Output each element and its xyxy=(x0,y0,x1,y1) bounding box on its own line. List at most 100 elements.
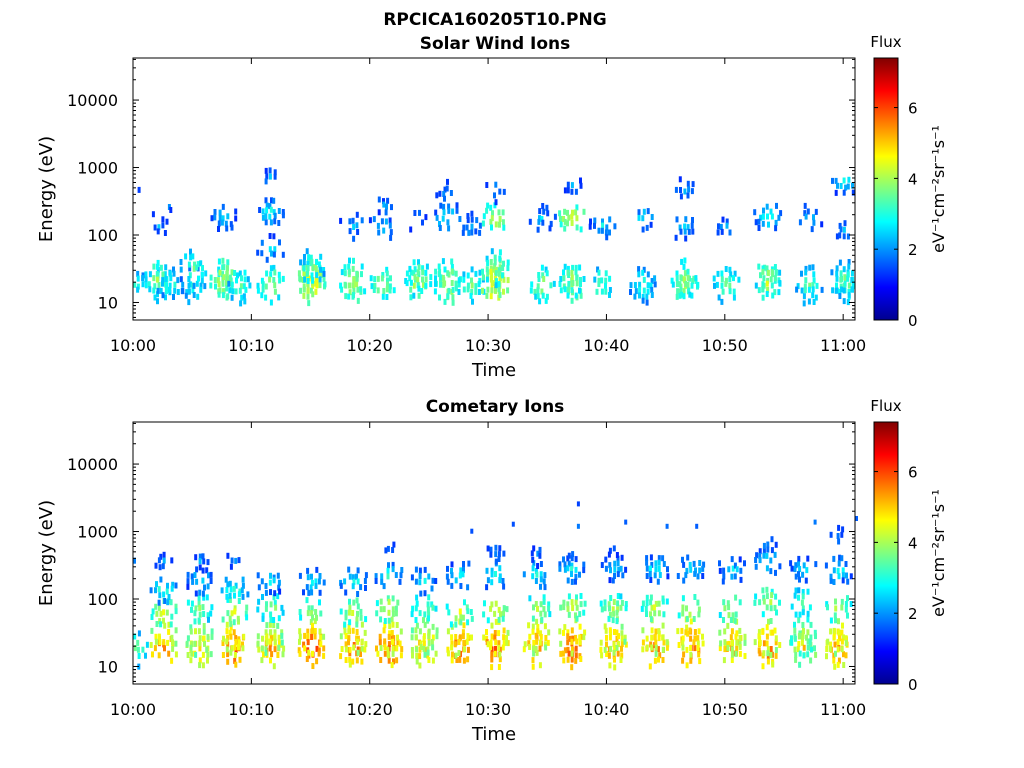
data-cell xyxy=(446,650,450,657)
data-cell xyxy=(650,561,654,568)
data-cell xyxy=(805,634,808,641)
data-cell xyxy=(832,579,836,585)
data-cell xyxy=(775,202,778,209)
data-cell xyxy=(844,601,848,607)
data-cell xyxy=(541,203,545,209)
data-cell xyxy=(539,610,543,617)
data-cell xyxy=(190,650,194,657)
data-cell xyxy=(574,566,578,573)
data-cell xyxy=(844,606,848,613)
data-cell xyxy=(616,555,620,562)
y-tick-label: 1000 xyxy=(77,523,118,542)
data-cell xyxy=(169,621,173,628)
data-cell xyxy=(355,573,358,580)
data-cell xyxy=(454,615,458,622)
data-cell xyxy=(717,294,721,301)
data-cell xyxy=(611,617,615,624)
data-cell xyxy=(608,634,612,641)
data-cell xyxy=(273,218,277,225)
data-cell xyxy=(415,646,419,653)
data-cell xyxy=(340,286,344,293)
data-cell xyxy=(486,577,490,584)
x-tick-label: 10:40 xyxy=(583,700,629,719)
data-cell xyxy=(229,633,233,640)
data-cell xyxy=(225,285,229,292)
data-cell xyxy=(429,281,433,288)
data-cell xyxy=(356,603,360,610)
data-cell xyxy=(364,616,368,623)
data-cell xyxy=(221,271,224,278)
data-cell xyxy=(174,651,178,658)
data-cell xyxy=(542,208,546,215)
data-cell xyxy=(501,209,505,216)
data-cell xyxy=(820,286,824,293)
data-cell xyxy=(846,271,850,278)
data-cell xyxy=(593,276,597,283)
data-cell xyxy=(388,222,392,229)
data-cell xyxy=(733,617,737,624)
data-cell xyxy=(364,572,368,579)
data-cell xyxy=(426,606,430,613)
data-cell xyxy=(493,263,497,270)
data-cell xyxy=(388,630,392,637)
data-cell xyxy=(531,657,535,664)
data-point xyxy=(813,519,817,525)
data-cell xyxy=(497,630,501,637)
data-cell xyxy=(759,272,762,279)
data-cell xyxy=(193,572,197,578)
data-cell xyxy=(161,216,165,223)
data-cell xyxy=(149,587,153,594)
data-cell xyxy=(718,560,721,567)
x-ticks: 10:00 10:10 10:20 10:30 10:40 10:50 11:00 xyxy=(110,58,866,355)
data-cell xyxy=(269,271,273,278)
data-cell xyxy=(218,214,222,221)
data-cell xyxy=(454,577,458,584)
data-cell xyxy=(228,287,232,294)
data-cell xyxy=(190,641,194,648)
data-cell xyxy=(698,560,702,566)
data-cell xyxy=(372,287,376,293)
data-cell xyxy=(256,640,260,647)
data-cell xyxy=(578,623,582,630)
data-cell xyxy=(242,293,246,300)
data-cell xyxy=(264,589,268,596)
data-cell xyxy=(360,658,364,665)
data-cell xyxy=(311,291,315,298)
data-cell xyxy=(728,276,732,283)
data-cell xyxy=(616,560,620,567)
data-cell xyxy=(570,599,574,606)
data-cell xyxy=(538,215,541,222)
data-cell xyxy=(690,282,694,289)
data-cell xyxy=(228,580,232,587)
data-cell xyxy=(650,634,654,641)
data-cell xyxy=(679,286,683,293)
data-cell xyxy=(566,656,570,663)
data-cell xyxy=(801,609,805,616)
data-cell xyxy=(355,616,359,623)
data-cell xyxy=(570,274,574,281)
data-cell xyxy=(198,564,202,571)
data-cell xyxy=(563,624,567,631)
data-cell xyxy=(423,566,427,573)
data-cell xyxy=(172,270,176,277)
data-cell xyxy=(306,574,310,581)
data-cell xyxy=(607,551,611,558)
data-cell xyxy=(310,605,314,612)
data-cell xyxy=(831,287,835,294)
data-cell xyxy=(418,662,422,669)
data-cell xyxy=(582,208,586,215)
data-cell xyxy=(685,662,689,669)
data-cell xyxy=(650,292,654,298)
x-tick-label: 10:10 xyxy=(228,336,274,355)
data-cell xyxy=(381,293,385,300)
data-cell xyxy=(758,548,762,555)
data-cell xyxy=(230,224,234,231)
data-cell xyxy=(351,217,355,224)
data-cell xyxy=(466,217,470,224)
data-cell xyxy=(506,277,510,284)
data-cell xyxy=(192,265,196,272)
data-cell xyxy=(681,604,685,611)
data-cell xyxy=(171,639,174,646)
data-cell xyxy=(774,647,778,653)
data-cell xyxy=(534,645,538,652)
